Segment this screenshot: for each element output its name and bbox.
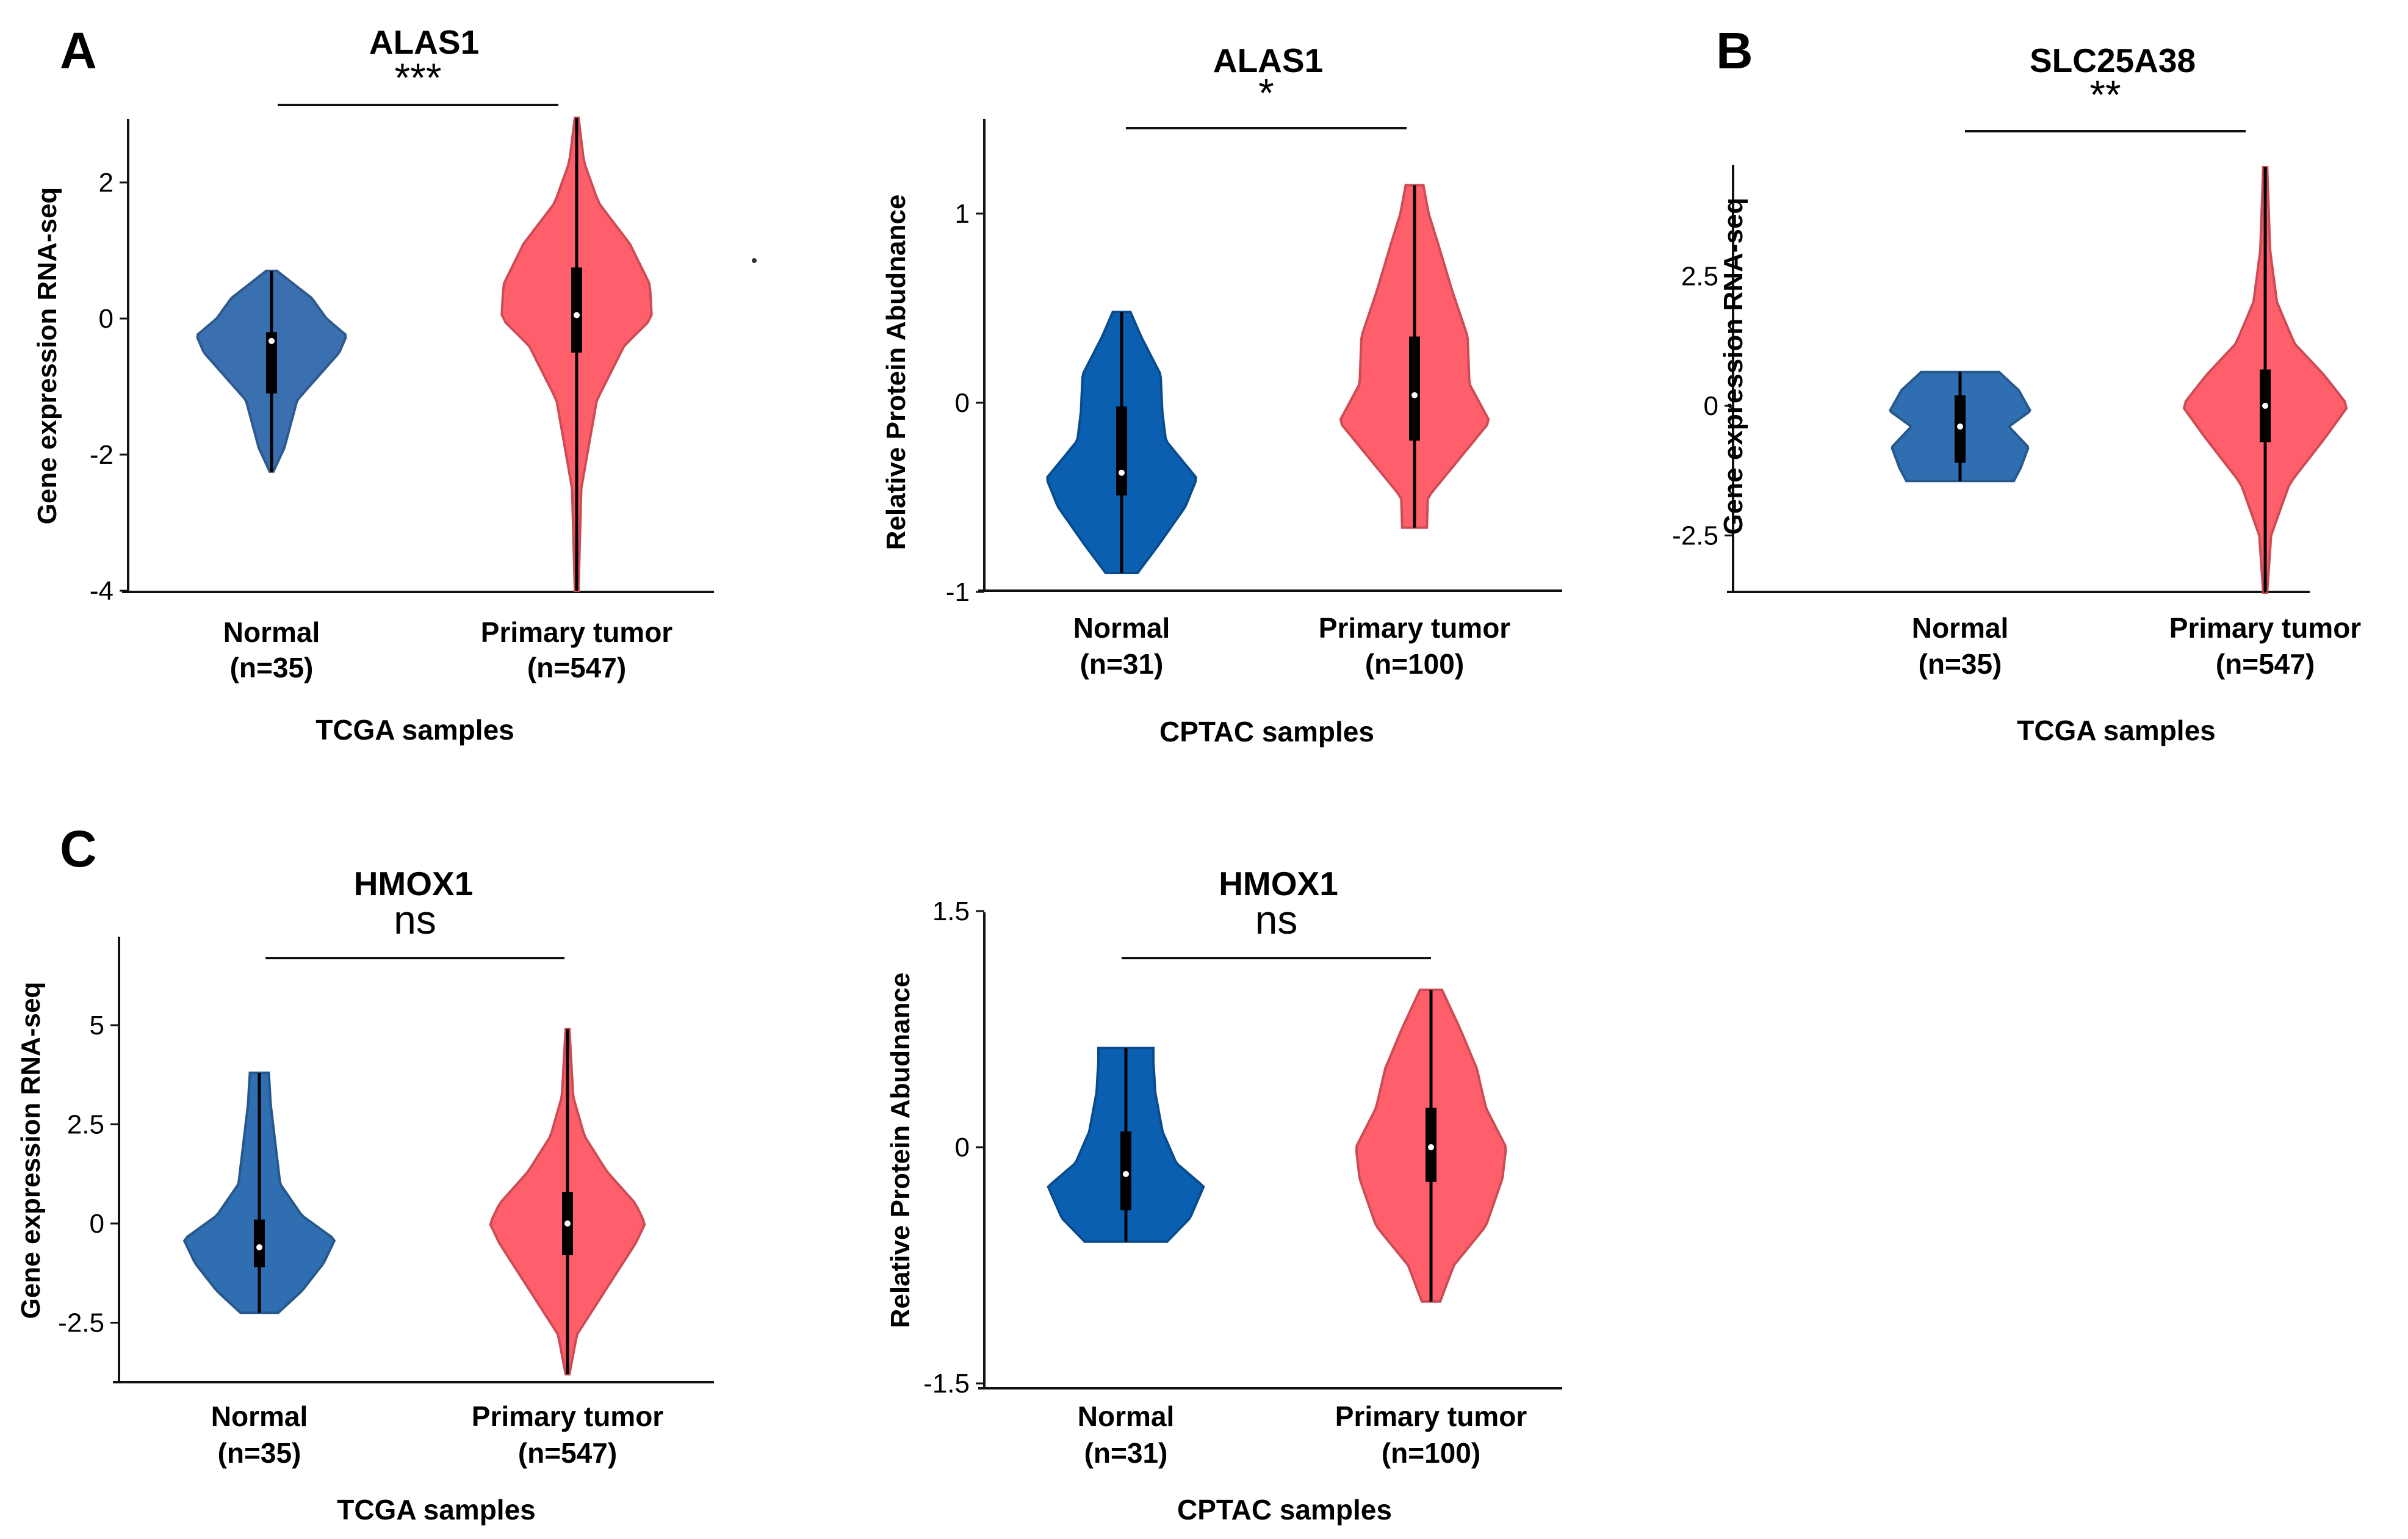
chart-title: ALAS1 (1213, 41, 1323, 79)
violin-chart-2: ALAS1* 1 0 -1 Relative Protein Abudnance Norm… (881, 41, 1562, 748)
x-axis-title: TCGA samples (315, 714, 514, 746)
category-count: (n=35) (230, 652, 314, 683)
significance-label: *** (394, 55, 441, 100)
y-axis-label: Gene expression RNA-seq (32, 187, 62, 525)
category-label: Normal (1078, 1400, 1174, 1432)
category-count: (n=100) (1382, 1437, 1480, 1469)
chart-title: SLC25A38 (2030, 41, 2196, 79)
y-axis-label: Relative Protein Abudnance (885, 973, 915, 1328)
median-dot (564, 1220, 571, 1227)
iqr-box (571, 267, 582, 353)
category-count: (n=547) (527, 652, 626, 683)
stray-dot (752, 258, 757, 263)
y-tick-label: 2.5 (1681, 262, 1718, 292)
category-label: Normal (211, 1400, 308, 1432)
category-label: Normal (223, 616, 320, 648)
significance-label: ** (2089, 72, 2121, 117)
category-label: Primary tumor (481, 616, 673, 648)
median-dot (1119, 469, 1125, 476)
x-axis-title: CPTAC samples (1159, 716, 1374, 748)
y-axis-label: Gene expression RNA-seq (16, 982, 46, 1319)
category-count: (n=35) (218, 1437, 301, 1469)
iqr-box (266, 332, 277, 394)
category-label: Primary tumor (1335, 1400, 1527, 1432)
category-label: Normal (1912, 612, 2008, 644)
violin-chart-1: ALAS1*** 2 0 -2 -4 Gene expression RNA-seq Nor… (32, 23, 714, 746)
y-tick-label: -2 (90, 440, 114, 470)
chart-title: HMOX1 (1219, 865, 1338, 903)
y-tick-label: 0 (955, 388, 970, 418)
y-tick-label: 5 (90, 1011, 104, 1040)
y-tick-label: 0 (1704, 391, 1718, 421)
panel-letter-c: C (60, 820, 97, 878)
category-count: (n=100) (1365, 648, 1464, 680)
category-count: (n=31) (1084, 1437, 1168, 1469)
median-dot (574, 312, 580, 319)
y-tick-label: -1.5 (923, 1369, 970, 1399)
significance-label: * (1258, 70, 1274, 115)
category-label: Primary tumor (472, 1400, 664, 1432)
category-label: Normal (1073, 612, 1170, 644)
median-dot (1123, 1170, 1129, 1177)
category-count: (n=547) (2216, 648, 2315, 680)
chart-title: HMOX1 (354, 865, 474, 903)
x-axis-title: TCGA samples (337, 1494, 536, 1526)
y-tick-label: 1.5 (932, 896, 970, 926)
y-tick-label: -2.5 (58, 1308, 104, 1338)
y-tick-label: -1 (946, 577, 970, 607)
iqr-box (1120, 1131, 1131, 1211)
median-dot (1957, 423, 1963, 430)
y-tick-label: 0 (99, 304, 114, 334)
y-tick-label: 2 (99, 168, 114, 198)
y-tick-label: 2.5 (67, 1110, 104, 1140)
category-count: (n=35) (1919, 648, 2002, 680)
y-axis-label: Relative Protein Abudnance (881, 195, 911, 550)
y-tick-label: 0 (955, 1133, 970, 1162)
y-axis-label: Gene expression RNA-seq (1718, 198, 1748, 535)
y-tick-label: 0 (90, 1209, 104, 1239)
median-dot (1411, 392, 1418, 398)
panel-letter-b: B (1716, 22, 1753, 79)
y-tick-label: 1 (955, 199, 970, 229)
panel-letter-a: A (60, 22, 97, 79)
chart-title: ALAS1 (369, 23, 479, 61)
y-tick-label: -2.5 (1672, 521, 1718, 551)
significance-label: ns (394, 897, 436, 942)
x-axis-title: CPTAC samples (1177, 1494, 1392, 1526)
significance-label: ns (1255, 897, 1298, 942)
median-dot (269, 337, 275, 344)
category-count: (n=547) (518, 1437, 617, 1469)
median-dot (1428, 1144, 1434, 1150)
x-axis-title: TCGA samples (2017, 715, 2216, 746)
category-label: Primary tumor (2169, 612, 2362, 644)
iqr-box (1116, 406, 1127, 496)
iqr-box (1409, 336, 1420, 441)
median-dot (256, 1244, 262, 1250)
category-count: (n=31) (1080, 648, 1164, 680)
category-label: Primary tumor (1319, 612, 1511, 644)
iqr-box (254, 1219, 265, 1267)
y-tick-label: -4 (90, 576, 114, 606)
median-dot (2262, 403, 2268, 409)
